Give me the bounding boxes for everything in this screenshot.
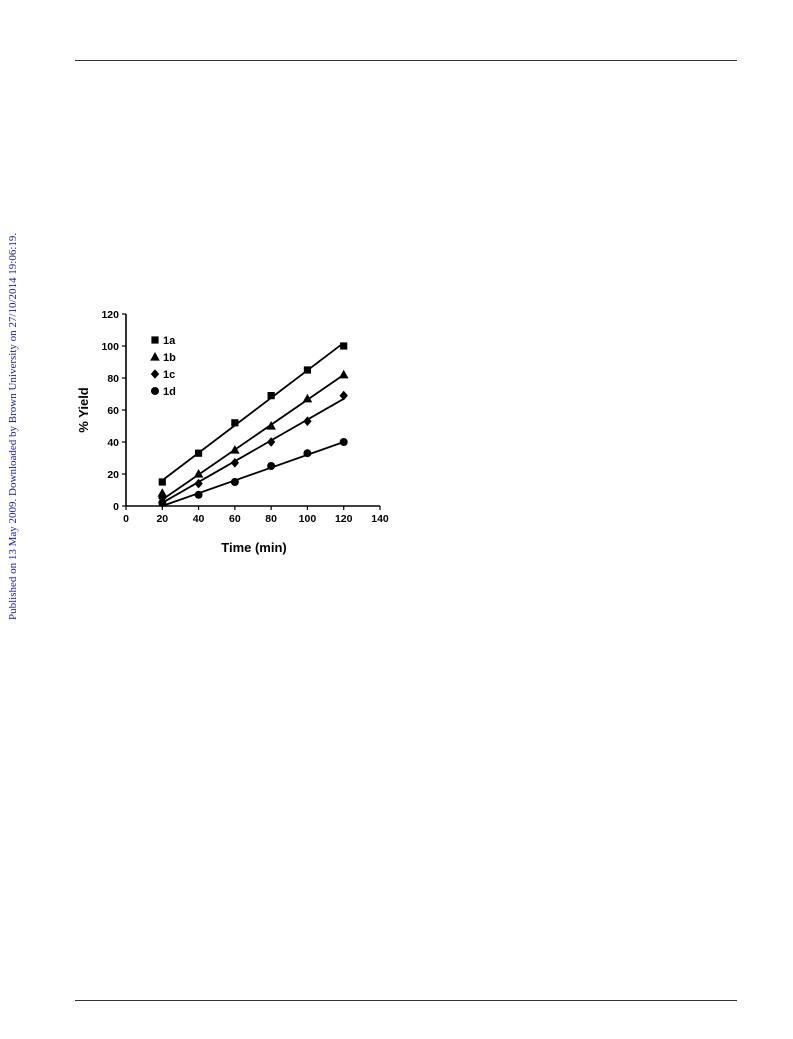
x-tick-label: 40 [193,513,205,525]
point-1b [193,469,204,478]
legend-marker-1d [151,387,159,395]
point-1b [230,445,240,454]
y-tick-label: 120 [101,309,119,321]
point-1a [340,342,348,350]
y-tick-label: 100 [101,341,119,353]
point-1d [339,438,348,446]
x-tick-label: 80 [265,513,277,525]
chart-ticks: 0 20 40 60 80 100 120 140 0 20 40 60 80 100 120 [101,309,388,525]
x-axis-label: Time (min) [221,540,287,555]
x-tick-label: 0 [123,513,129,525]
legend-label-1a: 1a [163,335,176,347]
point-1a [267,392,275,400]
point-1d [303,449,312,458]
point-1b [266,421,276,430]
footer-rule [75,1000,737,1001]
legend-label-1d: 1d [163,386,176,398]
legend-label-1b: 1b [163,352,176,364]
point-1d [267,462,276,470]
data-points [157,342,349,507]
y-axis-label: % Yield [76,387,91,433]
x-tick-label: 120 [335,513,353,525]
download-note[interactable]: Published on 13 May 2009. Downloaded by … [7,232,19,620]
point-1a [158,478,166,486]
point-1b [157,488,168,497]
y-tick-label: 40 [107,437,119,449]
fit-line-1d [161,441,345,507]
point-1c [230,458,240,468]
x-tick-label: 100 [299,513,317,525]
x-tick-label: 140 [371,513,389,525]
header-rule [75,60,737,61]
y-tick-label: 0 [113,501,119,513]
point-1c [194,478,203,489]
point-1d [230,478,239,486]
point-1a [231,419,239,427]
y-tick-label: 60 [107,405,119,417]
point-1b [338,369,349,379]
point-1d [158,498,167,507]
point-1a [303,366,312,374]
legend-marker-1c [150,369,160,379]
yield-chart: 0 20 40 60 80 100 120 140 0 20 40 60 80 100 120 1a 1b 1c… [76,309,389,555]
x-tick-label: 20 [156,513,168,525]
x-tick-label: 60 [229,513,241,525]
point-1d [194,490,203,499]
point-1a [194,449,203,457]
point-1c [339,390,348,401]
legend-marker-1a [151,336,159,344]
fit-lines [161,342,345,507]
fit-line-1a [161,342,345,482]
y-tick-label: 80 [107,373,119,385]
point-1b [302,393,313,403]
chart-legend: 1a 1b 1c 1d [150,335,176,398]
fit-line-1b [161,374,345,501]
y-tick-label: 20 [107,469,119,481]
legend-marker-1b [150,352,160,361]
fit-line-1c [161,398,345,504]
legend-label-1c: 1c [163,369,175,381]
